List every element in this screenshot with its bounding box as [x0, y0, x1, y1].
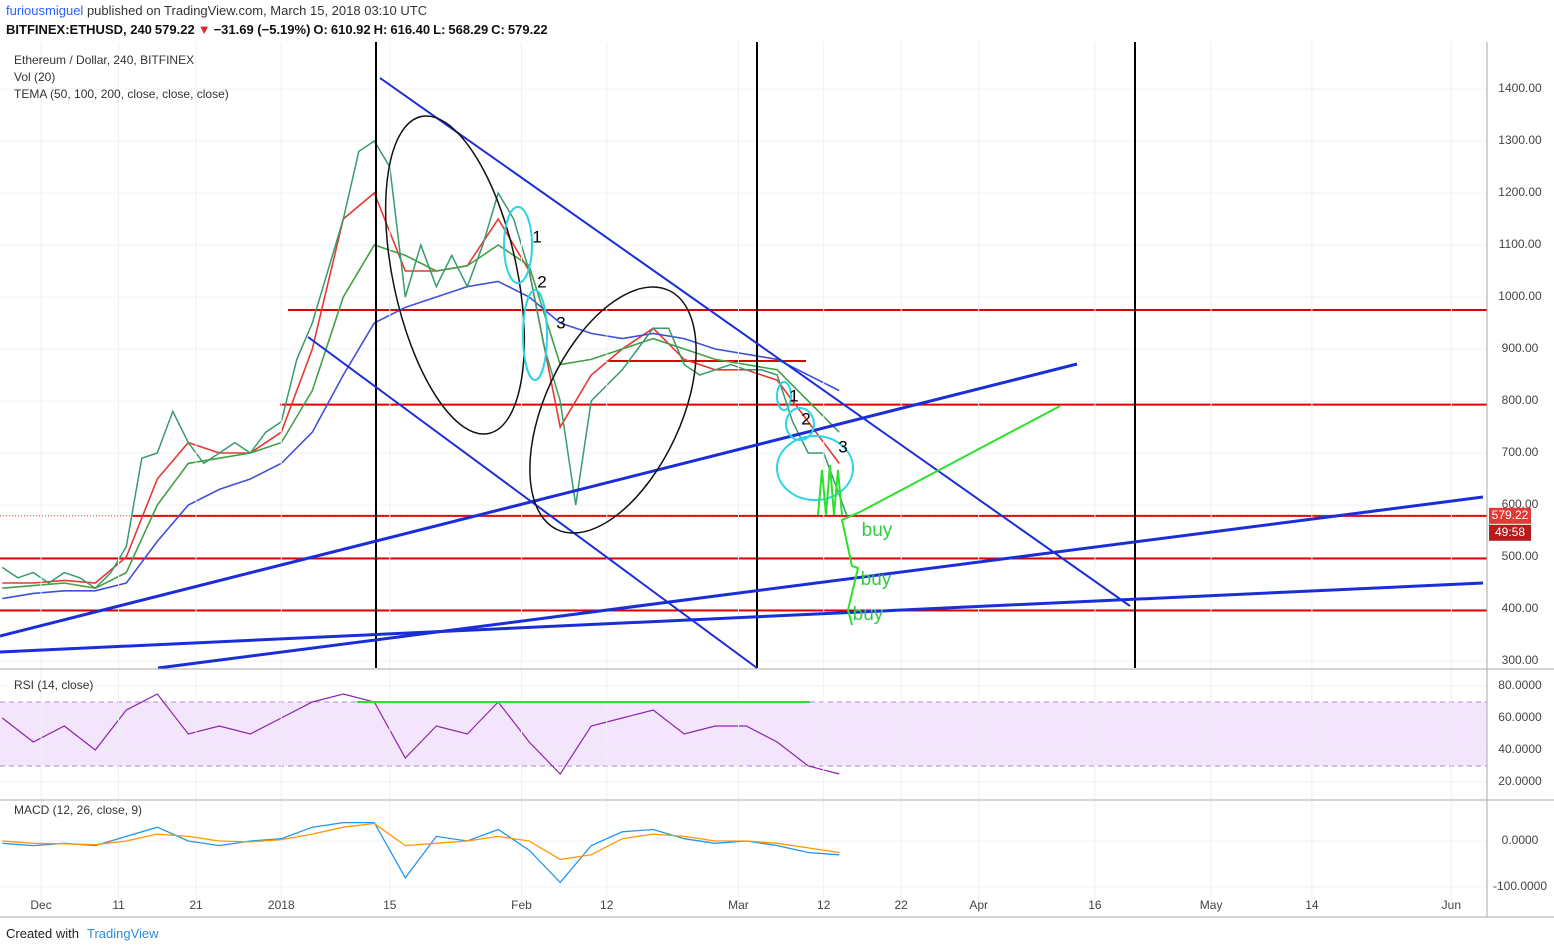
x-tick-label: 21	[189, 898, 203, 912]
ohlc-value: 568.29	[448, 22, 489, 37]
chart-title: Ethereum / Dollar, 240, BITFINEX	[14, 53, 194, 67]
header-line: furiousmiguel published on TradingView.c…	[6, 3, 427, 18]
y-tick-label: 1300.00	[1498, 133, 1542, 147]
annotation: buy	[861, 569, 892, 590]
indicator-label: TEMA (50, 100, 200, close, close, close)	[14, 87, 229, 101]
y-tick-label: 500.00	[1502, 549, 1539, 563]
trend-line	[0, 362, 1078, 638]
rsi-band	[0, 702, 1487, 766]
trend-line	[0, 581, 1484, 654]
annotation: 3	[838, 437, 847, 456]
brand-link[interactable]: TradingView	[86, 926, 159, 941]
y-tick-label: 1200.00	[1498, 185, 1542, 199]
symbol: BITFINEX:ETHUSD, 240	[6, 22, 152, 37]
countdown-label: 49:58	[1495, 525, 1525, 539]
macd-title: MACD (12, 26, close, 9)	[14, 803, 142, 817]
price-tag-label: 579.22	[1492, 508, 1529, 522]
price: 579.22	[154, 22, 195, 37]
x-tick-label: Jun	[1442, 898, 1461, 912]
y-tick-label: 1400.00	[1498, 81, 1542, 95]
indicator-line	[2, 280, 840, 600]
x-tick-label: Dec	[30, 898, 51, 912]
price-tag	[1489, 507, 1531, 524]
x-tick-label: 15	[383, 898, 397, 912]
background	[0, 42, 1554, 918]
annotation: 3	[556, 313, 565, 332]
rsi-title: RSI (14, close)	[14, 678, 93, 692]
projection-line	[817, 464, 843, 516]
annotation: 1	[532, 227, 541, 246]
annotation: 2	[537, 272, 546, 291]
y-tick-label: 40.0000	[1498, 742, 1542, 756]
x-tick-label: 22	[895, 898, 909, 912]
x-tick-label: Feb	[511, 898, 532, 912]
ohlc-value: 579.22	[507, 22, 548, 37]
annotation: buy	[853, 604, 884, 625]
x-tick-label: Apr	[969, 898, 988, 912]
indicator-label: Vol (20)	[14, 70, 55, 84]
circle-drawing	[776, 435, 854, 501]
indicator-line	[2, 191, 840, 584]
y-tick-label: 800.00	[1502, 393, 1539, 407]
x-tick-label: 16	[1088, 898, 1102, 912]
y-tick-label: 400.00	[1502, 601, 1539, 615]
price-line	[1, 139, 848, 590]
y-tick-label: 1000.00	[1498, 289, 1542, 303]
circle-drawing	[384, 115, 526, 435]
trend-line	[379, 77, 1131, 607]
y-tick-label: 700.00	[1502, 445, 1539, 459]
arrow: ▼	[197, 22, 211, 37]
x-tick-label: 12	[600, 898, 614, 912]
y-tick-label: -100.0000	[1493, 879, 1547, 893]
data-layer	[0, 42, 1487, 905]
annotation: buy	[862, 520, 893, 541]
drawings: Ethereum / Dollar, 240, BITFINEX Vol (20…	[0, 42, 1554, 918]
annotation: 2	[801, 409, 810, 428]
circle-drawing	[522, 289, 548, 381]
x-tick-label: Mar	[728, 898, 749, 912]
circle-drawing	[529, 286, 697, 534]
y-tick-label: 600.00	[1502, 497, 1539, 511]
ohlc-label: L:	[433, 22, 446, 37]
y-tick-label: 80.0000	[1498, 678, 1542, 692]
x-tick-label: 14	[1305, 898, 1319, 912]
circle-drawing	[785, 407, 815, 441]
annotation: 1	[789, 386, 798, 405]
change: −31.69 (−5.19%)	[213, 22, 311, 37]
ohlc-label: H:	[373, 22, 388, 37]
published-text: published on TradingView.com, March 15, …	[86, 3, 428, 18]
y-tick-label: 20.0000	[1498, 774, 1542, 788]
x-tick-label: 2018	[268, 898, 295, 912]
y-tick-label: 0.0000	[1502, 833, 1539, 847]
footer-text: Created with	[6, 926, 79, 941]
y-tick-label: 300.00	[1502, 653, 1539, 667]
y-tick-label: 1100.00	[1499, 237, 1542, 251]
rsi-line	[1, 693, 840, 775]
circle-drawing	[776, 381, 792, 411]
ohlc-label: O:	[313, 22, 328, 37]
x-tick-label: 11	[112, 898, 125, 912]
footer: Created with TradingView	[6, 926, 159, 941]
y-tick-label: 60.0000	[1498, 710, 1542, 724]
countdown-tag	[1489, 524, 1531, 541]
projection-line	[859, 405, 1061, 513]
indicator-line	[2, 244, 840, 590]
trend-line	[157, 495, 1484, 670]
x-tick-label: 12	[817, 898, 831, 912]
projection-line	[840, 511, 861, 626]
circle-drawing	[503, 206, 533, 284]
indicator-line	[2, 822, 840, 861]
y-tick-label: 900.00	[1502, 341, 1539, 355]
author-link[interactable]: furiousmiguel	[6, 3, 84, 18]
indicator-line	[2, 821, 840, 884]
symbol-line: BITFINEX:ETHUSD, 240 579.22 ▼ −31.69 (−5.19…	[6, 22, 551, 37]
ohlc-value: 610.92	[330, 22, 371, 37]
x-tick-label: May	[1200, 898, 1223, 912]
ohlc-label: C:	[491, 22, 505, 37]
ohlc-value: 616.40	[390, 22, 431, 37]
